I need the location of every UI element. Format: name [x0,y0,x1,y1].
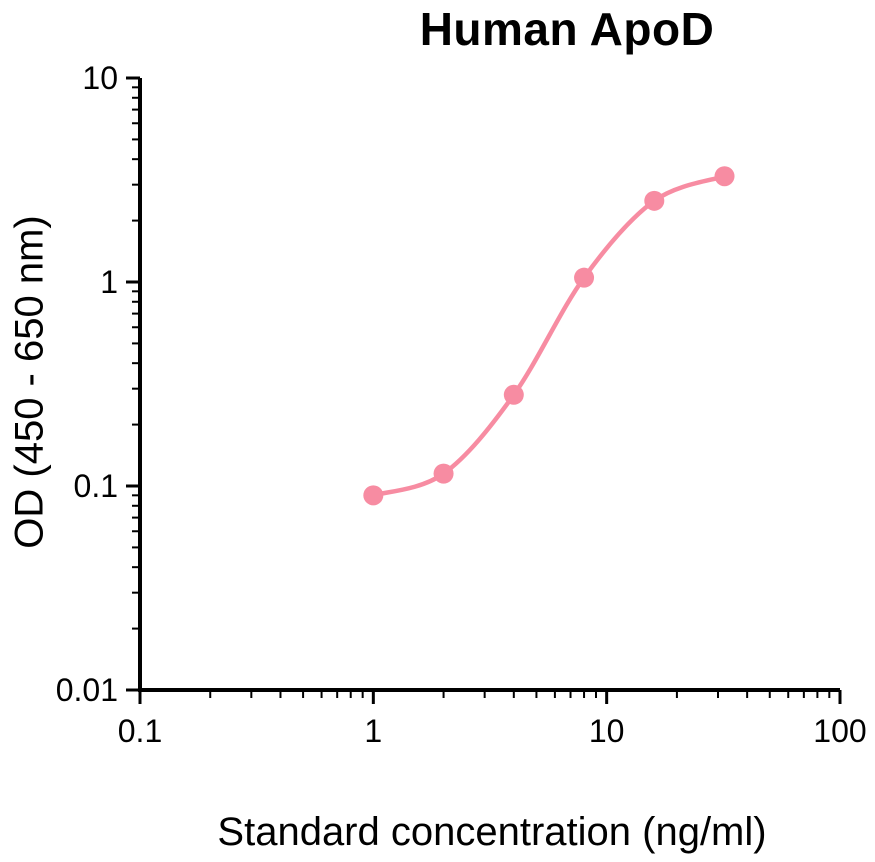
y-tick-label: 1 [100,264,118,300]
data-point [363,485,384,506]
x-tick-label: 100 [813,713,866,749]
data-point [433,463,454,484]
chart-title: Human ApoD [419,3,715,55]
y-tick-label: 0.01 [56,672,118,708]
axes [138,78,840,692]
y-tick-label: 0.1 [74,468,118,504]
data-point [714,166,735,187]
x-tick-label: 1 [364,713,382,749]
series-line [371,173,727,498]
data-point [503,384,524,405]
x-tick-label: 10 [589,713,625,749]
x-axis-label: Standard concentration (ng/ml) [217,810,767,854]
y-tick-label: 10 [82,60,118,96]
x-tick-label: 0.1 [118,713,162,749]
data-point [644,190,665,211]
data-point [574,267,595,288]
